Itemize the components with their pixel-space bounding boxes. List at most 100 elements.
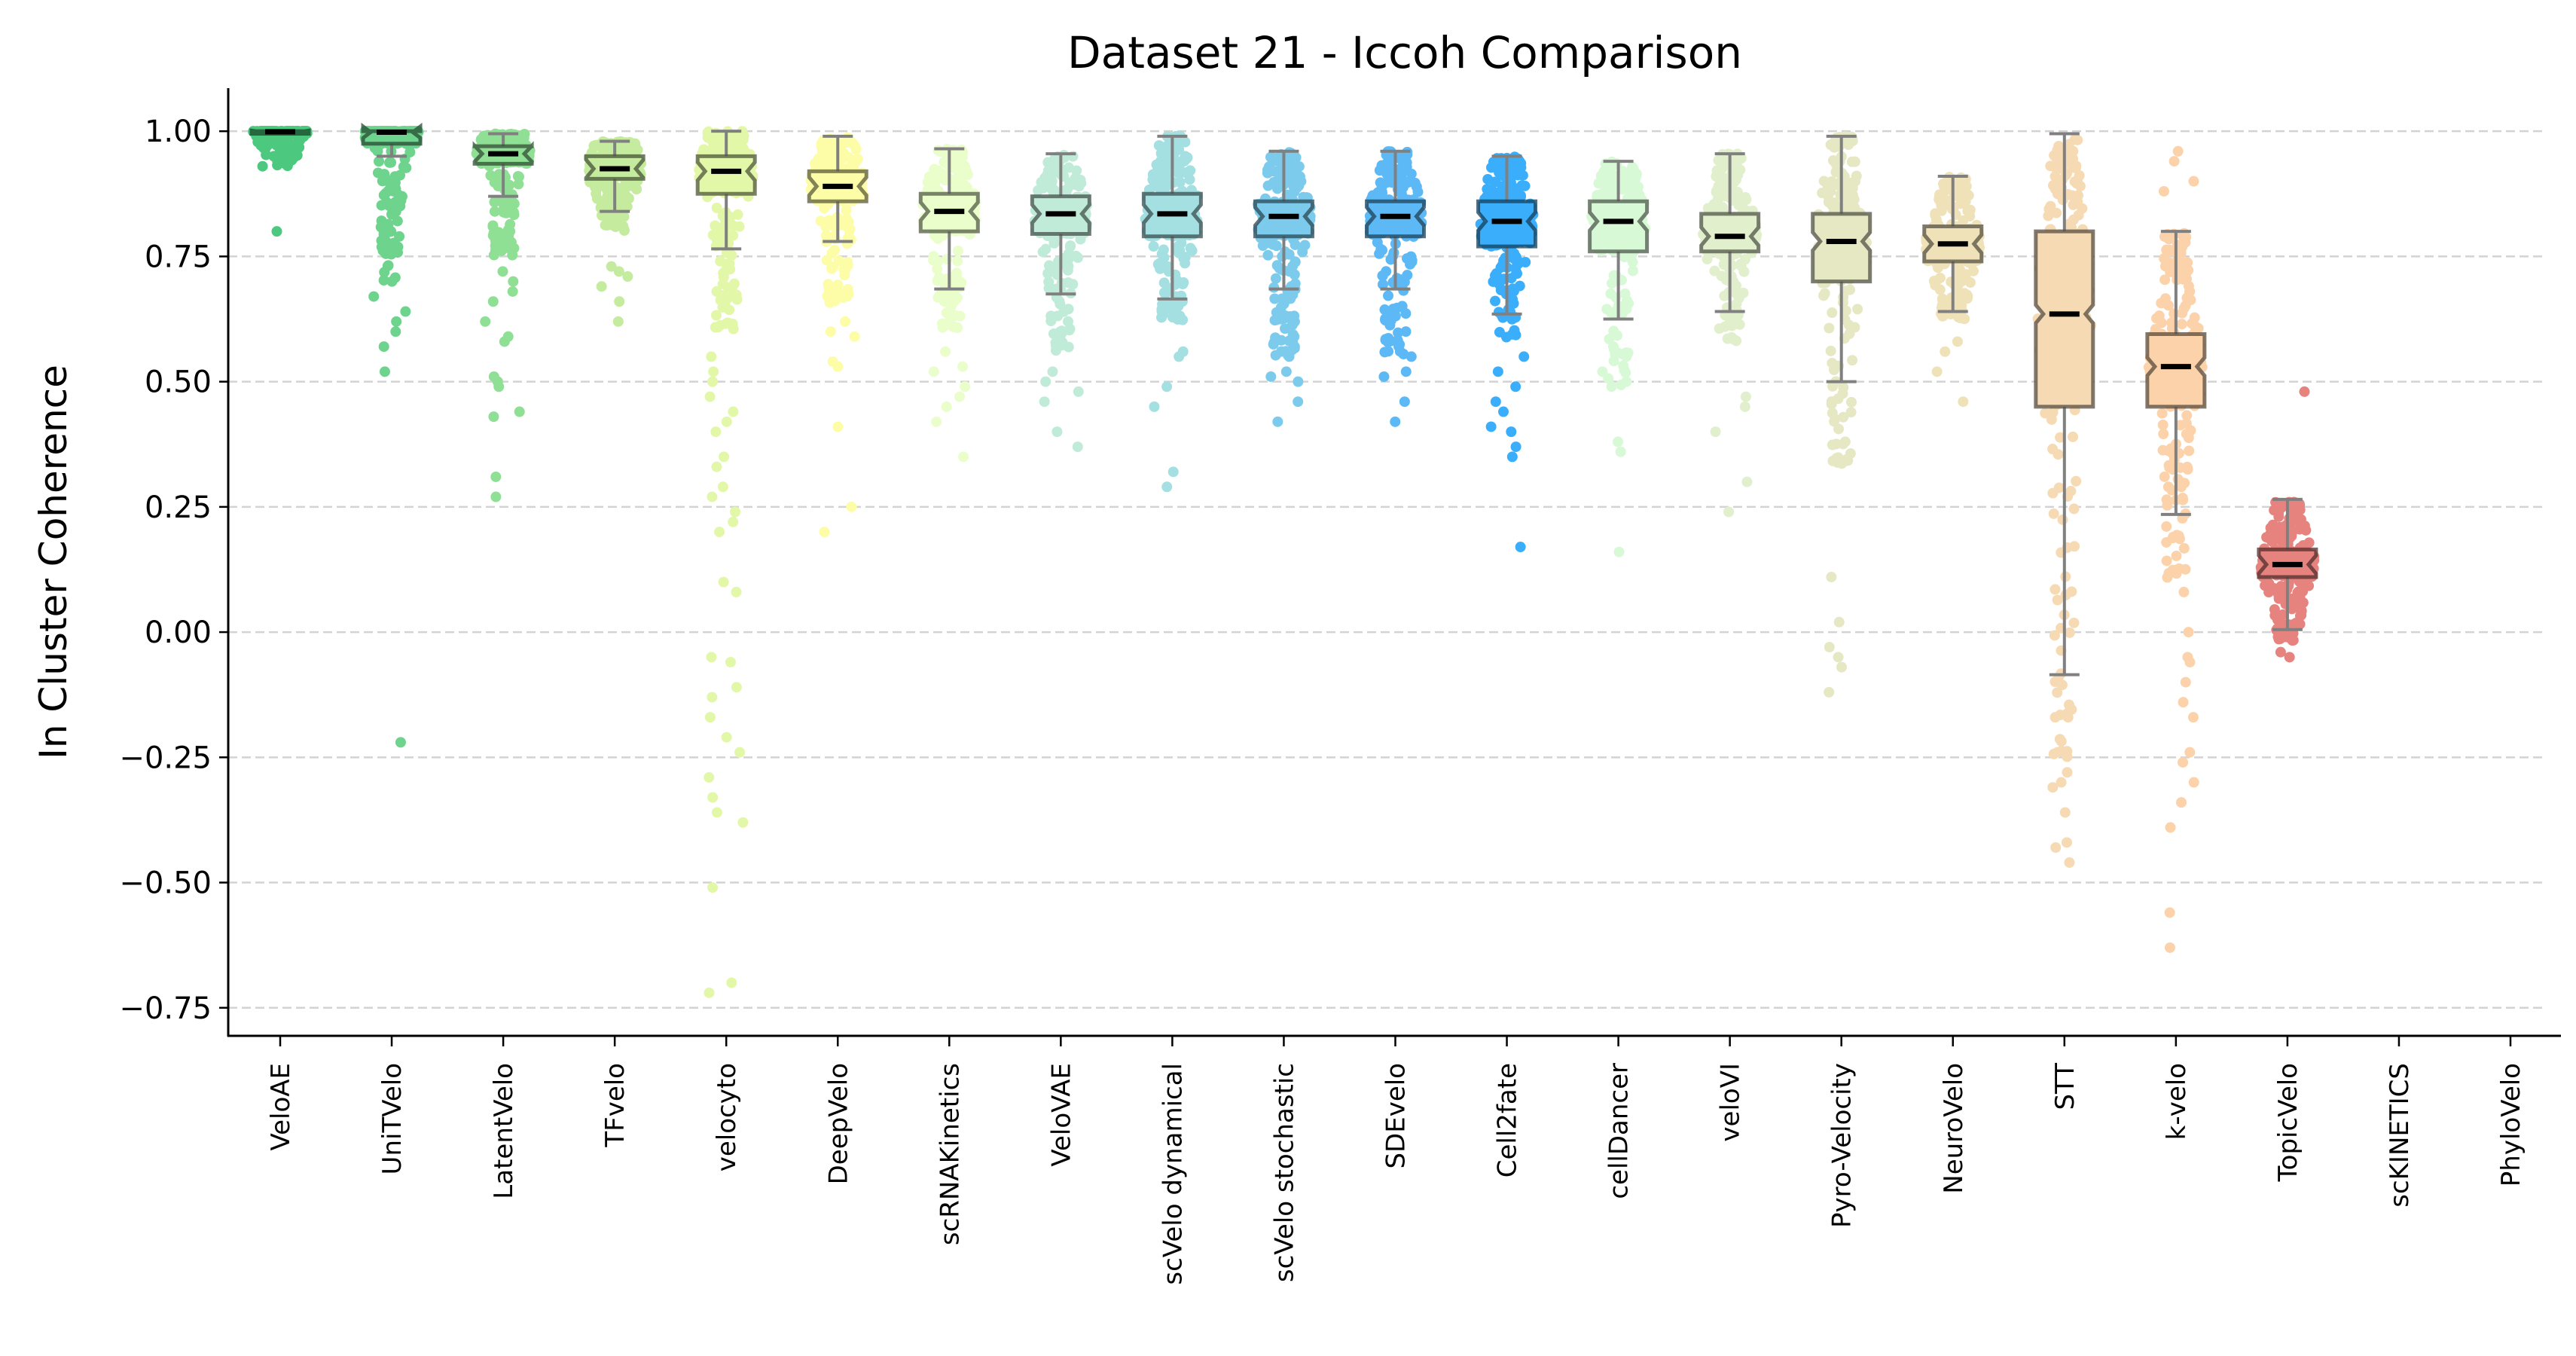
- data-point: [1513, 258, 1525, 269]
- data-point: [737, 126, 748, 137]
- outlier-point: [1265, 371, 1277, 382]
- outlier-point: [502, 331, 514, 342]
- data-point: [1173, 301, 1184, 312]
- outlier-point: [707, 792, 719, 803]
- outlier-point: [508, 276, 519, 287]
- data-point: [1627, 265, 1638, 276]
- data-point: [2048, 508, 2059, 519]
- outlier-point: [721, 416, 732, 427]
- data-point: [513, 179, 524, 190]
- outlier-point: [1498, 406, 1509, 417]
- outlier-point: [1400, 326, 1412, 337]
- data-point: [724, 304, 735, 316]
- outlier-point: [622, 271, 633, 282]
- outlier-point: [1710, 426, 1721, 438]
- data-point: [1627, 182, 1638, 193]
- data-point: [841, 212, 852, 224]
- data-point: [829, 244, 841, 255]
- outlier-point: [2165, 822, 2176, 833]
- outlier-point: [2062, 767, 2073, 778]
- outlier-point: [1833, 616, 1845, 628]
- data-point: [2161, 536, 2172, 548]
- data-point: [828, 261, 839, 273]
- data-point: [1286, 319, 1298, 331]
- data-point: [2269, 609, 2281, 621]
- data-point: [2161, 555, 2172, 567]
- outlier-point: [395, 737, 406, 748]
- outlier-point: [2059, 807, 2071, 818]
- outlier-point: [1824, 686, 1835, 698]
- outlier-point: [490, 471, 502, 482]
- data-point: [1827, 307, 1838, 319]
- data-point: [1732, 170, 1744, 181]
- data-point: [395, 170, 406, 181]
- data-point: [1257, 240, 1268, 252]
- data-point: [398, 161, 409, 173]
- data-point: [1033, 185, 1044, 196]
- data-point: [1262, 249, 1274, 261]
- data-point: [1048, 328, 1059, 340]
- data-point: [623, 193, 634, 204]
- data-point: [1628, 163, 1639, 175]
- outlier-point: [706, 351, 717, 362]
- outlier-point: [2047, 782, 2059, 793]
- data-point: [1291, 160, 1302, 171]
- data-point: [2164, 462, 2175, 473]
- outlier-point: [1836, 661, 1848, 673]
- data-point: [1494, 326, 1505, 337]
- data-point: [1402, 253, 1413, 264]
- data-point: [1491, 273, 1502, 284]
- data-point: [1606, 277, 1617, 289]
- data-point: [2159, 471, 2170, 482]
- data-point: [2047, 487, 2059, 499]
- data-point: [932, 145, 944, 156]
- outlier-point: [1161, 481, 1173, 493]
- data-point: [1617, 166, 1628, 177]
- data-point: [1622, 347, 1634, 359]
- data-point: [1299, 240, 1311, 251]
- data-point: [2052, 594, 2063, 606]
- data-point: [2158, 429, 2169, 440]
- data-point: [386, 157, 397, 168]
- data-point: [1070, 250, 1082, 261]
- outlier-point: [488, 411, 499, 423]
- outlier-point: [1391, 336, 1402, 347]
- data-point: [1610, 177, 1622, 188]
- data-point: [823, 154, 835, 165]
- data-point: [2181, 410, 2193, 421]
- data-point: [2050, 584, 2061, 595]
- data-point: [1067, 279, 1079, 290]
- data-point: [2050, 712, 2061, 723]
- data-point: [1934, 272, 1946, 283]
- data-point: [376, 200, 387, 211]
- y-axis-label: In Cluster Coherence: [32, 365, 75, 759]
- data-point: [2178, 494, 2189, 505]
- data-point: [712, 237, 723, 248]
- outlier-point: [711, 461, 722, 472]
- data-point: [2065, 485, 2077, 496]
- data-point: [285, 150, 297, 161]
- outlier-point: [2064, 857, 2075, 868]
- data-point: [1048, 234, 1059, 246]
- data-point: [1063, 341, 1074, 353]
- outlier-point: [704, 391, 716, 402]
- data-point: [725, 264, 736, 275]
- data-point: [2165, 246, 2177, 257]
- data-point: [1286, 189, 1297, 200]
- data-point: [488, 249, 499, 261]
- data-point: [1164, 298, 1175, 310]
- outlier-point: [1518, 351, 1530, 362]
- outlier-point: [1167, 466, 1179, 478]
- outlier-point: [514, 406, 525, 417]
- data-point: [1040, 243, 1051, 255]
- outlier-point: [2178, 756, 2189, 768]
- data-point: [929, 163, 940, 175]
- outlier-point: [1613, 546, 1625, 557]
- data-point: [1849, 156, 1860, 167]
- data-point: [2069, 134, 2080, 145]
- outlier-point: [1824, 642, 1835, 653]
- outlier-point: [714, 527, 725, 538]
- data-point: [837, 138, 848, 149]
- data-point: [929, 182, 940, 193]
- data-point: [1268, 166, 1280, 177]
